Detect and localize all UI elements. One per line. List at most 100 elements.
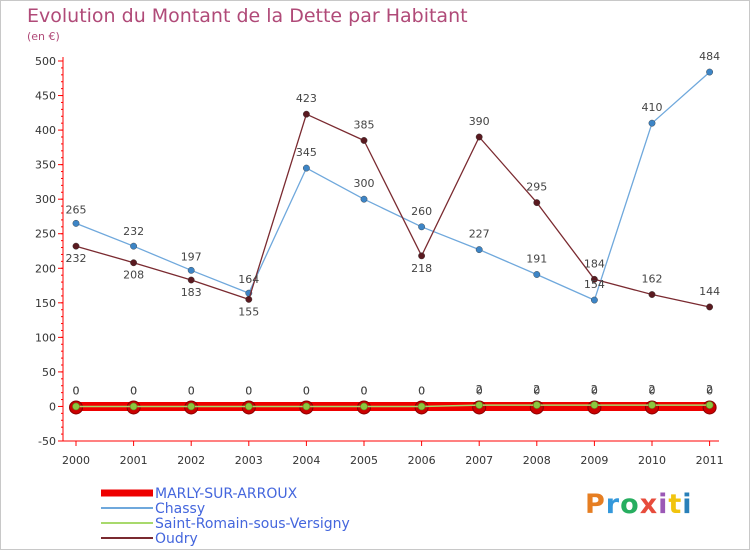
data-label: 0 [418,384,425,397]
data-label: 155 [238,305,259,318]
data-label: 0 [73,384,80,397]
data-label: 0 [245,384,252,397]
data-point [130,259,138,267]
data-point [245,295,253,303]
y-tick-label: 400 [35,124,56,137]
data-point [302,164,310,172]
x-tick-label: 2009 [580,454,608,467]
data-label: 0 [706,384,713,397]
legend-swatch [101,489,153,497]
data-label: 0 [476,384,483,397]
data-label: 300 [354,177,375,190]
x-tick-label: 2004 [292,454,320,467]
data-point [418,223,425,231]
data-label: 183 [181,286,202,299]
data-point [590,401,599,409]
logo-letter: t [668,489,683,520]
data-point [475,133,483,141]
data-point [360,402,368,411]
y-tick-label: 350 [35,159,56,172]
data-label: 232 [123,225,144,238]
proxiti-logo: Proxiti [585,489,693,520]
data-label: 0 [188,384,195,397]
data-point [533,199,541,207]
x-tick-label: 2011 [696,454,724,467]
data-label: 385 [354,118,375,131]
data-label: 0 [303,384,310,397]
data-label: 0 [591,384,598,397]
data-label: 0 [303,384,310,397]
data-point [648,401,656,409]
data-point [591,275,598,283]
data-label: 232 [66,252,87,265]
data-label: 423 [296,92,317,105]
data-label: 390 [469,115,490,128]
y-tick-label: 150 [35,297,56,310]
legend: MARLY-SUR-ARROUXChassySaint-Romain-sous-… [101,486,350,547]
series-layer [69,68,717,415]
logo-letter: r [605,489,621,520]
data-point [360,195,368,203]
data-point [706,303,713,311]
data-label: 218 [411,262,432,275]
legend-label: Chassy [155,501,205,517]
x-tick-label: 2006 [408,454,436,467]
data-label: 162 [642,273,663,286]
data-label: 184 [584,257,605,270]
data-label: 227 [469,228,490,241]
data-point [705,401,714,409]
y-tick-label: 0 [49,400,56,413]
data-label: 2 [533,383,540,396]
data-point [187,276,195,284]
legend-label: MARLY-SUR-ARROUX [155,486,298,502]
data-point [475,246,483,254]
series-line-oudry [75,113,710,308]
x-tick-label: 2000 [62,454,90,467]
legend-swatch [101,522,153,524]
data-label: 484 [699,50,720,63]
data-label: 0 [245,384,252,397]
data-point [417,402,426,411]
data-label: 0 [188,384,195,397]
logo-letter: i [658,489,669,520]
data-point [245,402,253,411]
data-label: 0 [130,384,137,397]
data-point [648,291,656,298]
data-label: 191 [526,252,547,265]
x-tick-label: 2005 [350,454,378,467]
data-label: 2 [649,383,656,396]
chart-subtitle: (en €) [27,30,60,43]
data-point [591,296,598,304]
y-tick-label: 500 [35,55,56,68]
y-tick-label: 100 [35,331,56,344]
data-point [72,242,80,250]
data-label: 295 [526,181,547,194]
legend-label: Saint-Romain-sous-Versigny [155,516,350,532]
data-point [648,119,656,127]
data-point [187,402,195,411]
data-labels: 265 232 197 164 345 300 260 227 191 154 410 484 232 2… [66,50,721,397]
data-label: 265 [66,203,87,216]
data-point [72,402,80,411]
data-point [706,68,713,76]
data-label: 0 [649,384,656,397]
series-line-saint-romain-sous-versigny [76,404,710,408]
x-tick-label: 2010 [638,454,666,467]
y-tick-label: -50 [38,435,56,448]
chart-title: Evolution du Montant de la Dette par Hab… [27,5,468,27]
y-tick-label: 250 [35,228,56,241]
data-label: 164 [238,273,259,286]
data-point [418,252,425,260]
x-tick-label: 2002 [177,454,205,467]
data-label: 197 [181,250,202,263]
data-point [130,242,138,250]
series-line-chassy [75,71,711,301]
data-point [72,219,80,227]
x-tick-label: 2001 [120,454,148,467]
data-label: 0 [418,384,425,397]
data-label: 260 [411,205,432,218]
y-tick-label: 200 [35,262,56,275]
data-label: 0 [130,384,137,397]
